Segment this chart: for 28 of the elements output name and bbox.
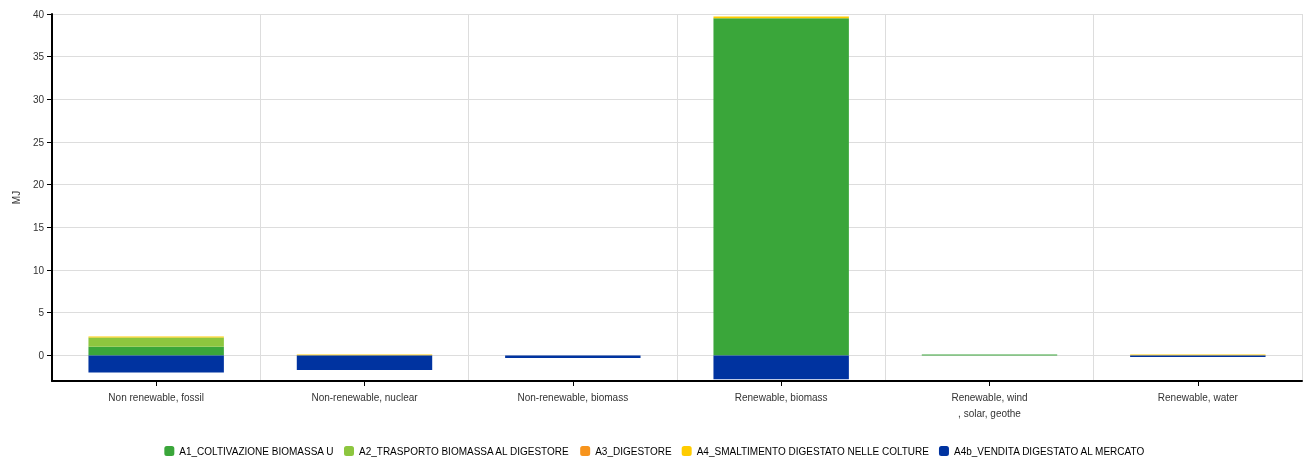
y-tick-label: 15 <box>32 221 45 233</box>
y-tick-label: 0 <box>38 349 45 361</box>
x-tick-label: Non renewable, fossil <box>108 391 204 403</box>
bar <box>713 18 849 356</box>
x-tick-label: Non-renewable, biomass <box>517 391 629 403</box>
bar <box>296 355 433 370</box>
y-tick-label: 5 <box>38 307 45 319</box>
y-tick-label: 20 <box>32 179 45 191</box>
x-tick-label: Renewable, water <box>1157 391 1239 403</box>
x-tick-label: Non-renewable, nuclear <box>311 391 419 403</box>
legend-label: A4b_VENDITA DIGESTATO AL MERCATO <box>953 445 1145 457</box>
y-axis-title: MJ <box>11 190 23 205</box>
y-tick-label: 10 <box>32 264 45 276</box>
legend-label: A1_COLTIVAZIONE BIOMASSA U <box>179 445 334 457</box>
bar <box>713 355 849 380</box>
legend-label: A3_DIGESTORE <box>595 445 673 457</box>
bar <box>88 346 224 356</box>
y-tick-label: 25 <box>32 136 45 148</box>
bar <box>88 355 224 373</box>
y-tick-label: 40 <box>32 8 45 20</box>
x-tick-label: Renewable, wind , solar, geothe <box>951 391 1028 419</box>
bar <box>505 355 641 358</box>
legend-label: A2_TRASPORTO BIOMASSA AL DIGESTORE <box>359 445 570 457</box>
y-tick-label: 35 <box>32 51 45 63</box>
x-tick-label: Renewable, biomass <box>734 391 828 403</box>
legend-label: A4_SMALTIMENTO DIGESTATO NELLE COLTURE <box>696 445 930 457</box>
bar <box>88 337 224 347</box>
y-tick-label: 30 <box>32 93 45 105</box>
